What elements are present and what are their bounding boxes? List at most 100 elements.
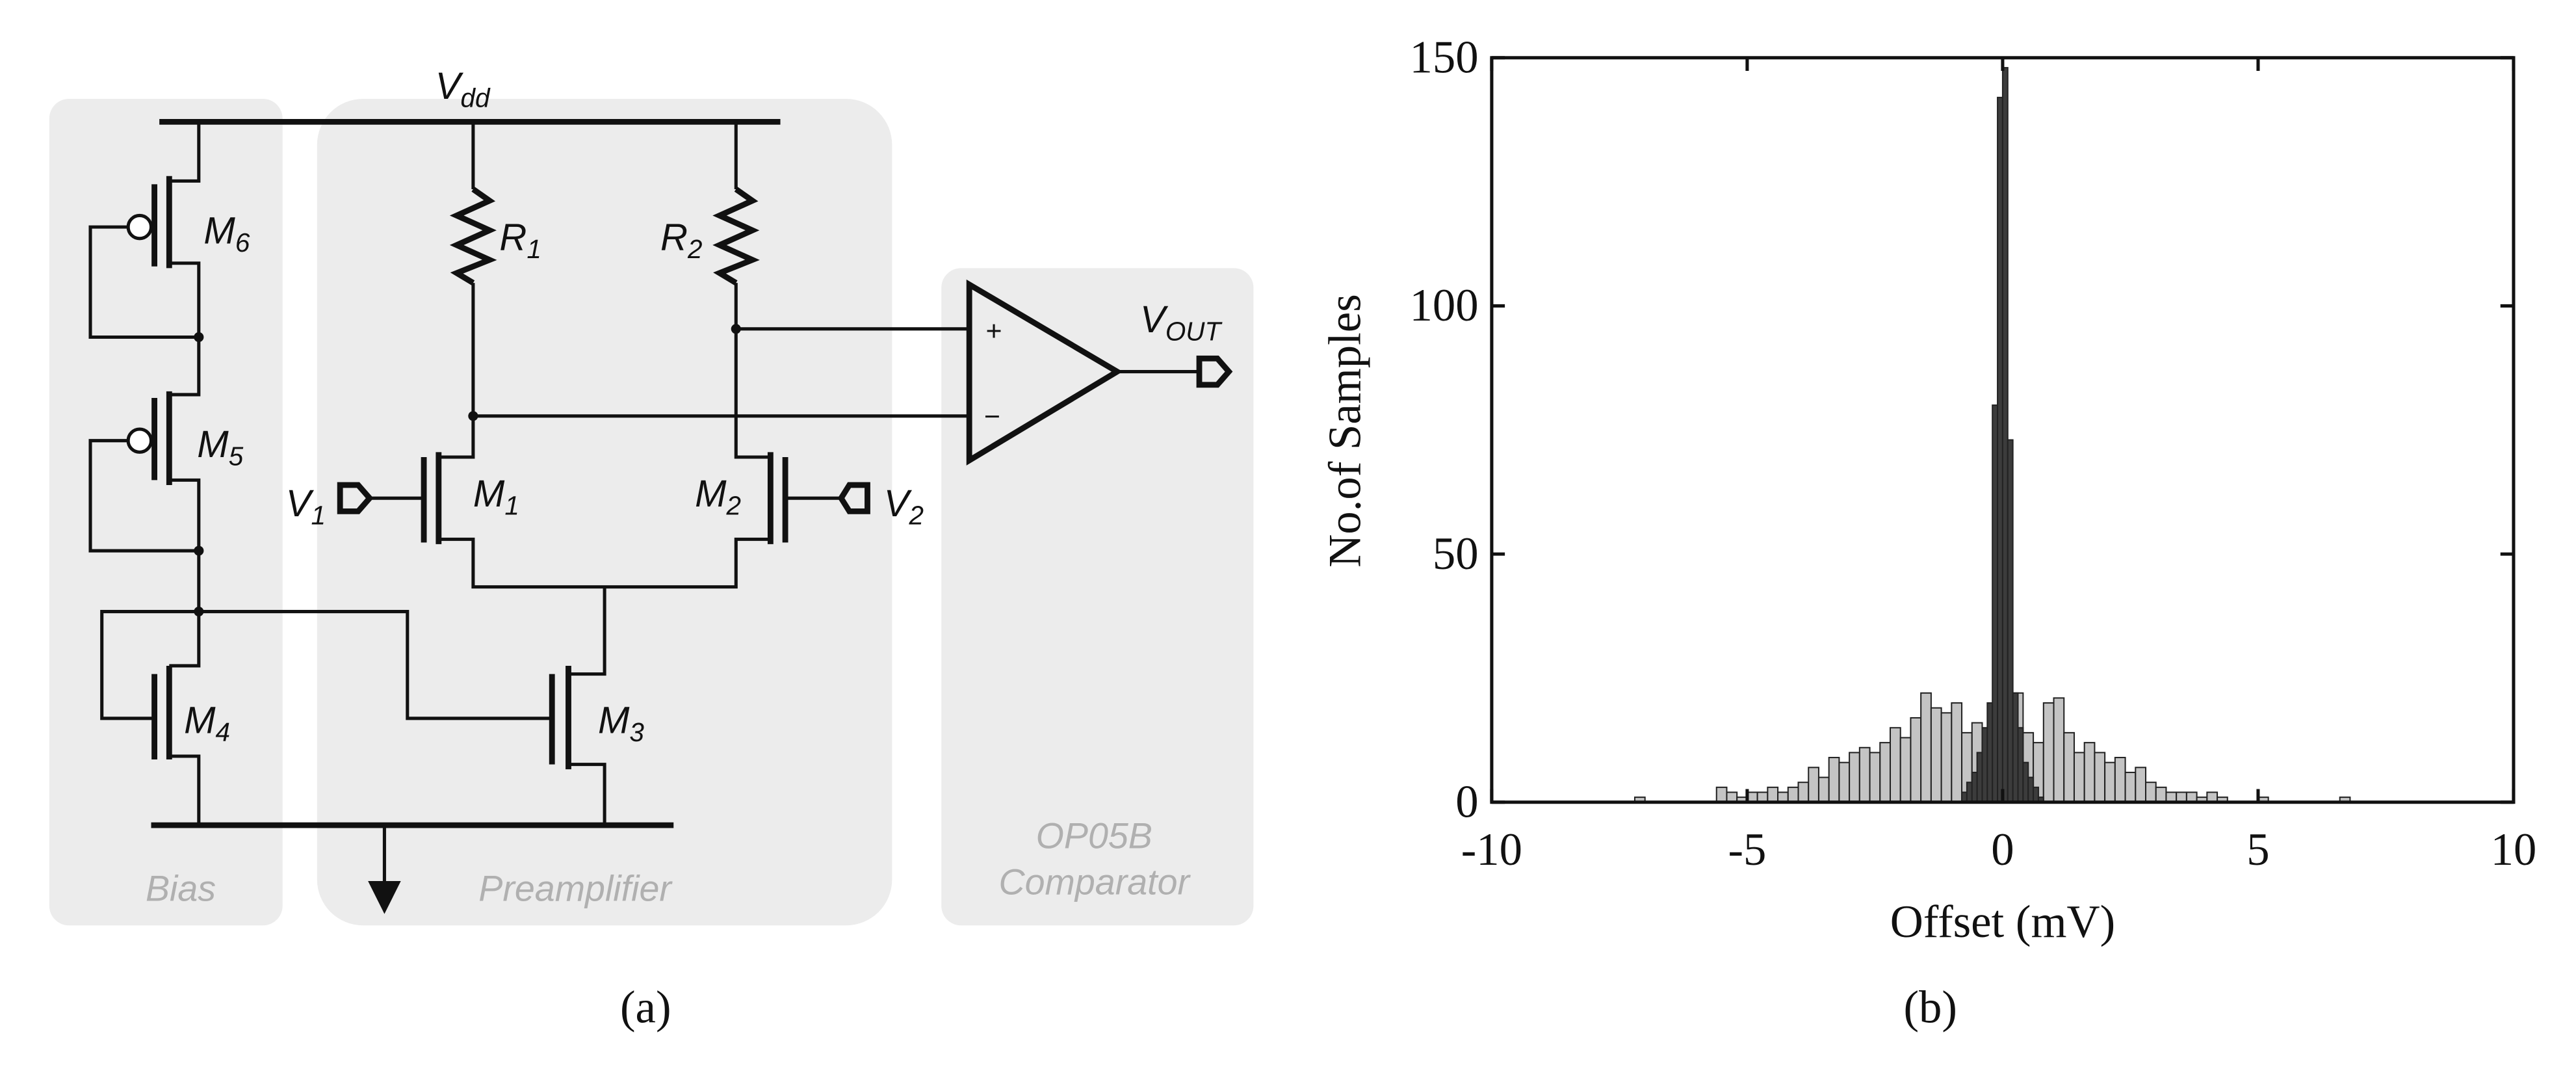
bar [2094,752,2106,803]
bar [1899,737,1912,803]
bar [1889,727,1901,803]
bar [1981,727,1988,803]
bar [1869,752,1881,803]
sub: OUT [1165,317,1223,347]
bar [1849,752,1860,803]
main: M [598,700,630,742]
main: V [1140,298,1169,341]
bar [1971,771,1978,803]
resistors [449,187,760,285]
x-tick-label: 5 [2246,824,2269,875]
histogram: Offset (mV) No.of Samples (b) 050100150-… [1320,33,2537,1033]
comparator-symbol [966,279,1123,466]
bar [1910,717,1922,803]
bar [1787,786,1799,803]
label: Vdd [436,65,491,113]
block-label: OP05B [1036,816,1152,856]
plus: + [985,316,1002,347]
bar [1767,786,1779,803]
bar [1966,782,1973,803]
caption: (b) [1903,982,1957,1033]
bar [2017,727,2024,803]
main: V [436,65,464,107]
bar [2145,782,2157,803]
x-tick-label: 0 [1991,824,2014,875]
block-label: Preamplifier [478,868,673,908]
bar [2022,761,2029,803]
terminals [337,355,1233,514]
bar [1828,757,1840,803]
x-tick-label: -10 [1461,824,1522,875]
block-label: Comparator [998,862,1191,902]
bar [2124,771,2137,803]
sub: 1 [527,234,541,264]
main: M [695,473,727,515]
y-tick-label: 100 [1410,280,1479,331]
nodes [194,324,741,617]
sub: 6 [235,228,250,257]
caption: (a) [620,982,671,1033]
transistors [151,176,172,760]
label: M4 [184,700,230,748]
bar [1715,786,1728,803]
x-axis-label: Offset (mV) [1890,897,2115,947]
sub: 2 [909,501,924,531]
bar [1986,702,1994,803]
sub: 1 [504,490,519,520]
y-axis-label: No.of Samples [1320,294,1371,568]
transistors [421,452,788,770]
sub: 2 [726,490,741,520]
sub: dd [461,83,491,113]
bar [2012,692,2019,803]
bar [2135,767,2147,803]
bar [2053,697,2065,803]
label: M6 [203,209,250,257]
sub: 1 [311,501,326,531]
label: R2 [660,217,702,265]
bias-block [49,98,283,926]
bar [1951,702,1963,803]
bar [2063,731,2075,803]
bubble [126,213,153,241]
label: M1 [473,473,519,521]
wires [369,122,1200,826]
main: M [184,700,216,742]
main: M [197,423,229,466]
bar [1992,404,1999,803]
bar [2114,757,2126,803]
label: M5 [197,423,243,471]
y-tick-label: 0 [1455,776,1478,827]
y-tick-label: 50 [1433,529,1479,579]
y-tick-label: 150 [1410,33,1479,83]
bar [1808,767,1819,803]
main: M [473,473,505,515]
main: M [203,209,235,252]
ground-arrow [368,881,401,914]
main: R [660,217,688,259]
label: VOUT [1140,298,1223,347]
bar [1920,692,1932,803]
bar [1797,782,1810,803]
bar [1817,776,1830,803]
bubble [126,427,153,454]
minus: − [984,401,1000,432]
label: M3 [598,700,644,748]
bar [1879,742,1892,803]
bar [1940,712,1953,803]
bar [2042,702,2055,803]
bar [2104,761,2116,803]
bar [2027,776,2035,803]
label: R1 [499,217,541,265]
x-tick-label: 10 [2491,824,2537,875]
sub: 4 [215,717,229,747]
bar [1838,761,1851,803]
label: V2 [884,482,924,531]
bar [1976,752,1983,803]
sub: 2 [687,234,702,264]
bar [2007,439,2014,803]
sub: 3 [629,717,644,747]
rails [151,118,781,828]
bar [1997,96,2003,803]
main: R [499,217,527,259]
